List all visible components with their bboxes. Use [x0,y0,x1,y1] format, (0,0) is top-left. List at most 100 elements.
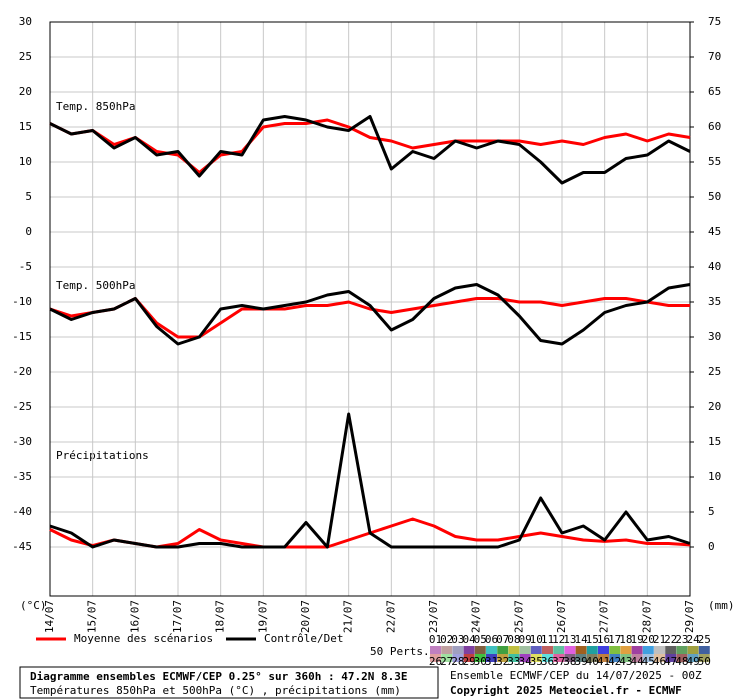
member-label: 41 [597,655,610,668]
member-label: 28 [451,655,464,668]
member-label: 12 [552,633,565,646]
y-tick-label: -35 [12,470,32,483]
member-label: 39 [574,655,587,668]
y-tick-label: -30 [12,435,32,448]
member-swatch [564,654,576,662]
y2-tick-label: 65 [708,85,721,98]
member-swatch [508,646,520,654]
member-label: 47 [664,655,677,668]
member-label: 09 [518,633,531,646]
member-swatch [676,646,688,654]
y-tick-label: 25 [19,50,32,63]
member-label: 04 [462,633,476,646]
x-tick-label: 16/07 [128,600,141,633]
member-label: 07 [496,633,509,646]
member-swatch [497,646,509,654]
panel-label: Temp. 850hPa [56,100,135,113]
member-swatch [452,654,464,662]
member-swatch [620,654,632,662]
footer-box [19,666,439,699]
member-label: 44 [630,655,644,668]
member-label: 37 [552,655,565,668]
member-label: 31 [485,655,498,668]
member-label: 27 [440,655,453,668]
y2-tick-label: 20 [708,400,721,413]
member-label: 10 [530,633,543,646]
member-label: 14 [574,633,588,646]
member-label: 45 [642,655,655,668]
member-label: 38 [563,655,576,668]
member-swatch [553,646,565,654]
member-swatch [598,646,609,654]
y-tick-label: -25 [12,400,32,413]
y-tick-label: -10 [12,295,32,308]
member-swatch [441,646,453,654]
member-label: 02 [440,633,453,646]
member-swatch [631,654,643,662]
y2-unit: (mm) [708,599,735,612]
member-swatch [698,654,710,662]
member-swatch [519,646,531,654]
member-swatch [609,654,621,662]
member-swatch [530,646,542,654]
x-tick-label: 14/07 [43,600,56,633]
member-label: 42 [608,655,621,668]
member-swatch [620,646,632,654]
y2-tick-label: 25 [708,365,721,378]
member-swatch [665,654,677,662]
member-label: 18 [619,633,632,646]
member-swatch [687,646,699,654]
member-label: 40 [586,655,599,668]
member-swatch [497,654,509,662]
y2-tick-label: 70 [708,50,721,63]
member-label: 05 [474,633,487,646]
member-swatch [519,654,531,662]
x-tick-label: 21/07 [342,600,355,633]
member-swatch [463,654,475,662]
member-swatch [430,646,441,654]
member-label: 06 [485,633,498,646]
y-tick-label: -45 [12,540,32,553]
member-swatch [631,646,643,654]
x-tick-label: 28/07 [640,600,653,633]
y2-tick-label: 55 [708,155,721,168]
member-swatch [654,646,665,654]
run-label: Ensemble ECMWF/CEP du 14/07/2025 - 00Z [450,669,702,682]
member-swatch [642,646,654,654]
member-swatch [508,654,520,662]
member-swatch [486,654,497,662]
member-label: 29 [462,655,475,668]
member-label: 21 [653,633,666,646]
member-label: 43 [619,655,632,668]
member-label: 32 [496,655,509,668]
member-label: 13 [563,633,576,646]
member-label: 36 [541,655,554,668]
y2-tick-label: 10 [708,470,721,483]
member-label: 34 [518,655,532,668]
y-tick-label: -15 [12,330,32,343]
y2-tick-label: 50 [708,190,721,203]
y-tick-label: -40 [12,505,32,518]
member-swatch [430,654,441,662]
y-tick-label: 0 [25,225,32,238]
x-tick-label: 24/07 [470,600,483,633]
member-swatch [654,654,665,662]
member-swatch [586,654,598,662]
y-tick-label: 10 [19,155,32,168]
y2-tick-label: 0 [708,540,715,553]
y2-tick-label: 35 [708,295,721,308]
y2-tick-label: 30 [708,330,721,343]
series-line [49,283,691,346]
y2-tick-label: 40 [708,260,721,273]
y2-tick-label: 5 [708,505,715,518]
member-label: 50 [698,655,711,668]
y2-tick-label: 15 [708,435,721,448]
legend-label: Contrôle/Det [264,632,343,645]
member-label: 46 [653,655,666,668]
member-swatch [698,646,710,654]
member-label: 01 [429,633,442,646]
member-label: 16 [597,633,610,646]
member-swatch [665,646,677,654]
y2-tick-label: 75 [708,15,721,28]
